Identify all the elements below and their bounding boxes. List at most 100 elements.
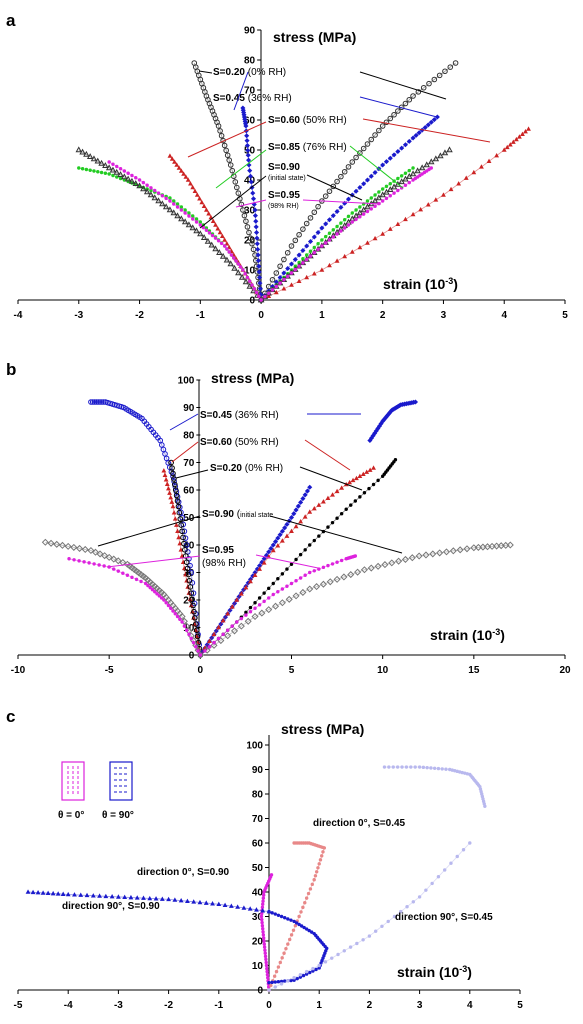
panel-b-series-3-point-31 — [339, 485, 345, 490]
panel-a-series-5-long-point-12 — [304, 257, 309, 262]
panel-c-series-5-point-5 — [298, 972, 303, 977]
panel-c-series-0-point-23 — [260, 917, 264, 922]
panel-b-series-8-point-43 — [70, 543, 78, 551]
panel-a-series-0-long-point-34 — [387, 115, 394, 122]
panel-a-series-0-long-point-42 — [420, 84, 427, 91]
panel-a-xtick-label-6: 2 — [380, 310, 386, 321]
panel-b-series-6-point-4 — [193, 627, 200, 634]
panel-a-series-4-trans-point-48 — [75, 146, 83, 153]
panel-b-series-3-point-11 — [248, 578, 253, 584]
panel-b-series-5-point-36 — [362, 491, 367, 495]
panel-a-series-2-long-point-39 — [523, 129, 528, 134]
panel-b-series-9-point-16 — [271, 592, 275, 597]
panel-a-series-4-long-point-46 — [437, 152, 444, 159]
panel-a-series-4-long-point-48 — [446, 146, 453, 153]
panel-a-series-1-trans-point-2 — [257, 286, 263, 292]
panel-b-series-9-point-13 — [257, 603, 262, 607]
panel-c-series-4-point-7 — [289, 918, 293, 922]
panel-a-ytick-label-1: 10 — [244, 266, 256, 277]
panel-a-series-2-long-point-22 — [425, 202, 431, 207]
panel-c-series-3-point-29 — [84, 892, 90, 898]
panel-a-series-1-trans-point-28 — [244, 142, 250, 149]
panel-c-series-5-point-15 — [361, 938, 365, 942]
panel-a-series-0-trans-point-13 — [244, 224, 251, 230]
panel-a-series-5-trans-point-14 — [227, 250, 231, 254]
panel-a-series-3-trans-point-31 — [172, 199, 176, 203]
panel-b-series-10-point-9 — [178, 617, 182, 621]
panel-a-series-3-long-point-36 — [396, 176, 400, 181]
panel-a-series-3-long-point-31 — [377, 190, 381, 194]
panel-a-series-5-trans-point-20 — [210, 233, 215, 238]
panel-a-series-2-long-point-20 — [410, 211, 416, 217]
panel-b-series-0-point-43 — [295, 503, 301, 509]
panel-a-ytick-label-3: 30 — [244, 206, 256, 217]
panel-c-xtick-label-10: 5 — [517, 1000, 523, 1011]
panel-c-series-5-point-25 — [424, 888, 428, 892]
panel-a-series-1-trans-point-13 — [253, 224, 259, 230]
panel-c-series-6-point-1 — [387, 765, 391, 769]
panel-a-series-2-long-point-11 — [342, 253, 348, 259]
panel-a-series-0-long-point-48 — [452, 60, 459, 66]
arrow-b9 — [255, 554, 319, 569]
panel-a-ytick-label-8: 80 — [244, 56, 256, 67]
panel-c-series-0-point-24 — [259, 914, 264, 919]
panel-b-series-9-point-14 — [262, 599, 266, 604]
panel-a-series-4-trans-point-14 — [204, 237, 212, 244]
panel-c-series-3-point-13 — [185, 898, 190, 903]
panel-a-series-2-trans-point-36 — [176, 165, 182, 170]
panel-a-series-2-long-point-1 — [266, 293, 272, 299]
panel-b-series-7-point-44 — [488, 542, 496, 550]
panel-b-series-5-point-20 — [289, 562, 294, 566]
panel-a-series-4-trans-point-21 — [178, 215, 185, 222]
panel-a-series-0-long-point-40 — [410, 93, 416, 99]
panel-a-annotation-s090-sub: (initial state) — [268, 175, 306, 182]
panel-b-series-5-point-32 — [344, 507, 348, 511]
panel-a-label: a — [6, 11, 16, 30]
panel-a-series-3-long-point-10 — [297, 260, 301, 265]
panel-a-series-1-trans-point-25 — [246, 157, 252, 163]
panel-b-series-10-point-13 — [169, 606, 173, 610]
panel-a-series-2-long-point-5 — [296, 278, 302, 284]
panel-b-series-7-point-39 — [463, 545, 471, 553]
panel-a-series-1-trans-point-12 — [254, 229, 260, 236]
panel-a-series-2-trans-point-28 — [194, 192, 200, 197]
panel-c-series-3-point-6 — [228, 903, 234, 908]
panel-a-series-3-trans-point-25 — [194, 217, 199, 221]
panel-b-series-5-point-15 — [267, 586, 271, 591]
panel-b-series-7-point-47 — [502, 541, 510, 549]
panel-a-series-5-trans-point-16 — [222, 244, 227, 248]
panel-c-ytick-label-1: 10 — [252, 961, 264, 972]
panel-b-series-10-point-15 — [164, 601, 168, 605]
panel-b-series-10-point-26 — [134, 577, 139, 582]
panel-b-series-4-point-19 — [176, 534, 182, 540]
panel-c-series-5-point-1 — [273, 985, 277, 989]
panel-b-series-8-point-26 — [137, 571, 145, 579]
panel-c-series-1-point-18 — [301, 905, 305, 910]
panel-b-annotation-s095-sub: (98% RH) — [202, 558, 246, 569]
panel-b-series-7-point-25 — [367, 564, 375, 572]
panel-c-series-1-point-7 — [280, 956, 284, 960]
panel-c-series-1-point-17 — [299, 910, 303, 914]
panel-b-series-0-point-42 — [293, 507, 299, 513]
panel-a-series-0-trans-point-17 — [238, 201, 245, 208]
panel-b-series-8-point-42 — [76, 544, 84, 552]
panel-a-series-5-trans-point-9 — [238, 265, 243, 269]
panel-a-series-5-trans-point-36 — [153, 188, 157, 193]
panel-a-series-0-trans-point-26 — [224, 152, 231, 159]
panel-a-x-label: strain (10-3) — [383, 276, 458, 292]
panel-c-series-2-point-16 — [322, 846, 326, 850]
panel-a-series-1-trans-point-9 — [255, 246, 261, 252]
panel-a-series-1-trans-point-27 — [245, 147, 251, 153]
arrow-b4 — [171, 441, 199, 463]
panel-b-series-5-point-23 — [303, 548, 307, 552]
panel-b-series-8-point-28 — [132, 567, 141, 575]
panel-a-series-5-long-point-34 — [388, 194, 392, 198]
panel-a-series-0-long-point-31 — [376, 127, 382, 134]
arrow-a11 — [302, 199, 382, 205]
panel-b-series-4-point-31 — [162, 472, 168, 478]
panel-c-series-3-point-30 — [78, 892, 84, 897]
panel-a-series-5-trans-point-26 — [191, 217, 195, 221]
panel-c-series-0-point-13 — [263, 948, 267, 952]
panel-a-series-5-long-point-29 — [369, 207, 373, 211]
panel-b-series-10-point-8 — [180, 620, 184, 624]
